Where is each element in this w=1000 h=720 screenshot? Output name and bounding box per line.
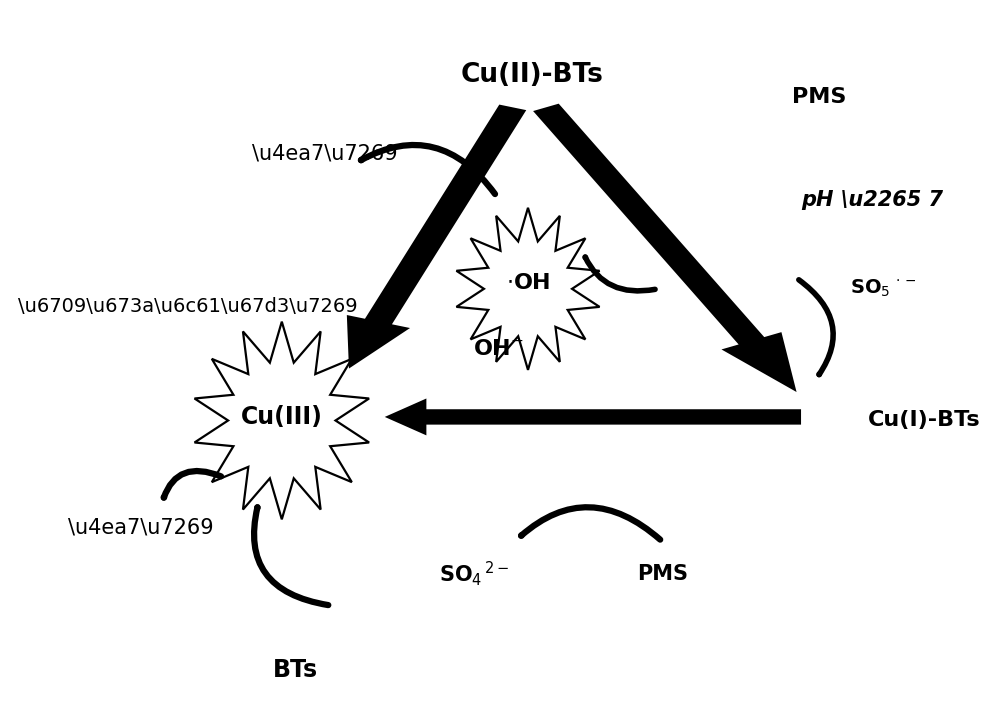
Text: OH$^{-}$: OH$^{-}$ — [473, 339, 524, 359]
Text: PMS: PMS — [637, 564, 688, 583]
Polygon shape — [195, 322, 369, 519]
Polygon shape — [456, 208, 600, 370]
Text: $\cdot$OH: $\cdot$OH — [506, 273, 550, 293]
Polygon shape — [385, 398, 801, 436]
Text: \u6709\u673a\u6c61\u67d3\u7269: \u6709\u673a\u6c61\u67d3\u7269 — [18, 297, 358, 316]
Text: PMS: PMS — [792, 86, 846, 107]
Text: BTs: BTs — [273, 657, 318, 682]
Text: Cu(I)-BTs: Cu(I)-BTs — [868, 410, 981, 431]
Text: pH \u2265 7: pH \u2265 7 — [801, 190, 943, 210]
Text: \u4ea7\u7269: \u4ea7\u7269 — [252, 143, 398, 163]
Polygon shape — [533, 104, 797, 392]
Text: SO$_5$$^{\,\cdot-}$: SO$_5$$^{\,\cdot-}$ — [850, 278, 917, 300]
Polygon shape — [347, 104, 526, 369]
Text: Cu(II)-BTs: Cu(II)-BTs — [461, 63, 604, 89]
Text: SO$_4$$^{\,2-}$: SO$_4$$^{\,2-}$ — [439, 559, 509, 588]
Text: \u4ea7\u7269: \u4ea7\u7269 — [68, 517, 213, 537]
Text: Cu(III): Cu(III) — [241, 405, 323, 429]
